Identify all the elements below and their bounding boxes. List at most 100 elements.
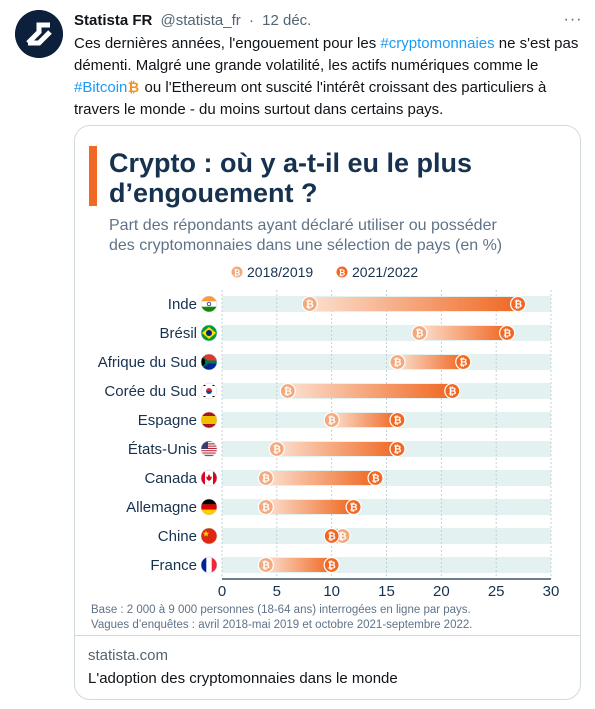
flag-wheel [206,301,212,307]
flag-stripe [201,445,217,447]
flag-stripe [201,306,217,312]
point-2018-2019-symbol: ₿ [273,444,281,456]
usa-flag-icon [200,440,218,458]
tweet-text: Ces dernières années, l'engouement pour … [74,33,584,121]
flag-shapes [201,325,217,341]
category-label: Brésil [159,325,197,342]
flag-stripe [201,441,217,443]
point-2021-2022 [389,411,406,429]
flag-taegeuk-bottom [206,391,212,394]
flag-stripe [201,454,217,456]
point-2021-2022 [499,324,516,342]
x-tick-label: 25 [488,583,505,600]
tweet-text-part: ou l'Ethereum ont suscité l'intérêt croi… [74,79,547,118]
flag-stripe [201,354,217,362]
point-2018-2019 [411,324,428,342]
flag-leaf [206,474,212,481]
point-2018-2019 [257,556,274,574]
flag-stripe [202,396,206,397]
point-2021-2022-symbol: ₿ [328,531,336,543]
flag-shapes [201,470,217,486]
category-label: France [150,557,197,574]
flag-y-inner [201,356,207,368]
point-2018-2019-symbol: ₿ [393,357,401,369]
flag-border [200,353,218,371]
hashtag-cryptomonnaies[interactable]: #cryptomonnaies [380,35,495,52]
tweet-text-part: Ces dernières années, l'engouement pour … [74,35,381,52]
flag-stripe [201,362,217,370]
point-2018-2019-symbol: ₿ [284,386,292,398]
point-2018-2019-symbol: ₿ [262,560,270,572]
flag-shapes [201,499,217,515]
flag-stripe [201,470,205,486]
legend-marker-2021-symbol: ₿ [339,269,346,278]
tweet-header: Statista FR @statista_fr · 12 déc. [74,11,584,31]
china-flag-icon [200,527,218,545]
point-2021-2022-symbol: ₿ [459,357,467,369]
dumbbell-bar [331,413,398,427]
point-2018-2019-symbol: ₿ [262,502,270,514]
south-korea-flag-icon [200,382,218,400]
south-africa-flag-icon [200,353,218,371]
chart-source-line1: Base : 2 000 à 9 000 personnes (18-64 an… [91,604,471,616]
point-2021-2022 [323,556,340,574]
point-2021-2022-symbol: ₿ [514,299,522,311]
point-2021-2022-symbol: ₿ [350,502,358,514]
more-options-icon[interactable]: ··· [563,11,583,28]
flag-stripe [201,504,217,510]
flag-border [200,440,218,458]
flag-stripe [201,447,217,450]
flag-stripe [201,557,207,573]
spain-flag-icon [200,411,218,429]
point-2018-2019 [389,353,406,371]
category-label: Chine [158,528,197,545]
chart-image: Crypto : où y a-t-il eu le plus d’engoue… [75,126,580,635]
point-2018-2019-symbol: ₿ [262,473,270,485]
author-name[interactable]: Statista FR [74,12,153,29]
x-tick-label: 10 [323,583,340,600]
flag-shapes [201,528,217,544]
title-accent-bar [89,146,97,206]
point-2018-2019-symbol: ₿ [306,299,314,311]
flag-border [200,469,218,487]
dumbbell-bar [287,384,453,398]
svg-text:₿: ₿ [128,80,139,94]
point-2018-2019 [279,382,296,400]
point-2021-2022 [323,527,340,545]
flag-globe [206,330,212,336]
category-label: Inde [168,296,197,313]
point-2021-2022 [455,353,472,371]
flag-border [200,527,218,545]
tweet-text-part: ne s'est pas démenti. Malgré une grande … [74,35,579,74]
flag-stripe [202,385,206,386]
statista-logo-icon [15,10,63,58]
author-avatar[interactable] [15,10,63,58]
flag-stripe [212,396,216,397]
brazil-flag-icon [200,324,218,342]
hashtag-bitcoin[interactable]: #Bitcoin [74,79,128,96]
author-handle[interactable]: @statista_fr [160,12,241,29]
flag-stripe [205,360,217,364]
link-domain[interactable]: statista.com [88,647,169,664]
flag-stripe [201,451,217,453]
link-card-footer[interactable]: statista.com L'adoption des cryptomonnai… [75,635,580,699]
category-label: Canada [144,470,197,487]
flag-stripe [201,453,217,455]
flag-shapes [201,383,217,399]
flag-shapes [201,557,217,573]
flag-stripe [201,509,217,515]
flag-stripe [201,455,217,457]
link-card[interactable]: Crypto : où y a-t-il eu le plus d’engoue… [74,125,581,700]
dumbbell-bar [397,355,464,369]
india-flag-icon [200,295,218,313]
link-title[interactable]: L'adoption des cryptomonnaies dans le mo… [88,670,398,687]
flag-border [200,556,218,574]
flag-stripe [201,450,217,452]
flag-stripe [201,301,217,307]
x-tick-label: 5 [273,583,281,600]
legend-label-2018: 2018/2019 [247,264,313,280]
dumbbell-bar [265,558,332,572]
x-tick-label: 20 [433,583,450,600]
tweet-date[interactable]: 12 déc. [262,12,312,29]
chart-source-line2: Vagues d’enquêtes : avril 2018-mai 2019 … [91,619,472,631]
